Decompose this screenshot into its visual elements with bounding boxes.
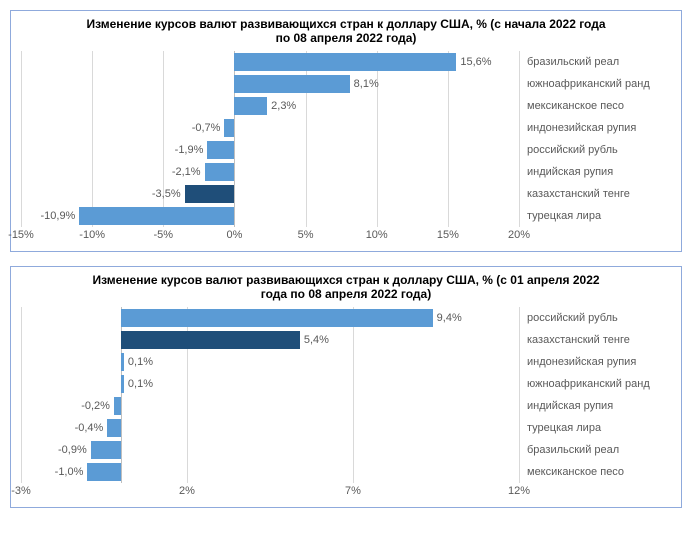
bar (185, 185, 235, 203)
x-tick-label: 10% (366, 229, 388, 241)
bar (121, 331, 300, 349)
bar (87, 463, 120, 481)
bar-value-label: -0,9% (58, 444, 87, 456)
x-axis: -15%-10%-5%0%5%10%15%20% (21, 227, 519, 245)
bar-row: -0,2% (21, 395, 519, 417)
bar-value-label: 9,4% (437, 312, 462, 324)
legend: бразильский реалюжноафриканский рандмекс… (527, 51, 650, 227)
legend-item: российский рубль (527, 307, 650, 329)
x-tick-label: 12% (508, 485, 530, 497)
bar-row: 9,4% (21, 307, 519, 329)
legend-item: российский рубль (527, 139, 650, 161)
plot-area: 15,6% 8,1% 2,3% -0,7% -1,9% -2,1% -3,5% -10,9% (21, 51, 519, 227)
grid-line (519, 307, 520, 483)
x-tick-label: 7% (345, 485, 361, 497)
bar (114, 397, 121, 415)
legend-item: казахстанский тенге (527, 329, 650, 351)
bar-row: 0,1% (21, 351, 519, 373)
bar (79, 207, 234, 225)
legend-item: бразильский реал (527, 439, 650, 461)
grid-line (519, 51, 520, 227)
charts-container: Изменение курсов валют развивающихся стр… (10, 10, 684, 508)
legend-item: индийская рупия (527, 161, 650, 183)
x-tick-label: 20% (508, 229, 530, 241)
bar-row: 15,6% (21, 51, 519, 73)
x-tick-label: -10% (79, 229, 105, 241)
bar (107, 419, 120, 437)
x-tick-label: 15% (437, 229, 459, 241)
x-tick-label: 5% (298, 229, 314, 241)
bar-value-label: 15,6% (460, 56, 491, 68)
plot-area: 9,4% 5,4% 0,1% 0,1% -0,2% -0,4% -0,9% -1,0% (21, 307, 519, 483)
legend-item: турецкая лира (527, 417, 650, 439)
bar-value-label: -0,2% (81, 400, 110, 412)
bar (91, 441, 121, 459)
bar-row: -0,7% (21, 117, 519, 139)
x-tick-label: -5% (154, 229, 174, 241)
legend-item: южноафриканский ранд (527, 373, 650, 395)
bar-value-label: -2,1% (172, 166, 201, 178)
bar-value-label: 8,1% (354, 78, 379, 90)
bar-value-label: -0,4% (75, 422, 104, 434)
chart-title: Изменение курсов валют развивающихся стр… (86, 273, 606, 301)
x-tick-label: -3% (11, 485, 31, 497)
legend-item: индонезийская рупия (527, 351, 650, 373)
x-axis: -3%2%7%12% (21, 483, 519, 501)
bar-row: -3,5% (21, 183, 519, 205)
bar-row: -1,9% (21, 139, 519, 161)
bar-value-label: 0,1% (128, 378, 153, 390)
bar (205, 163, 235, 181)
bar (234, 53, 456, 71)
chart-title: Изменение курсов валют развивающихся стр… (86, 17, 606, 45)
bar-row: -0,4% (21, 417, 519, 439)
bar (121, 375, 124, 393)
bar-row: 8,1% (21, 73, 519, 95)
legend-item: турецкая лира (527, 205, 650, 227)
bar (121, 309, 433, 327)
x-tick-label: 2% (179, 485, 195, 497)
bar-row: -10,9% (21, 205, 519, 227)
bar-value-label: 0,1% (128, 356, 153, 368)
legend-item: южноафриканский ранд (527, 73, 650, 95)
bar-value-label: -10,9% (40, 210, 75, 222)
bar-row: 2,3% (21, 95, 519, 117)
bar-row: 5,4% (21, 329, 519, 351)
legend-item: мексиканское песо (527, 461, 650, 483)
chart-body: 15,6% 8,1% 2,3% -0,7% -1,9% -2,1% -3,5% -10,9% б… (21, 51, 671, 227)
bar-value-label: -0,7% (192, 122, 221, 134)
bar-value-label: 5,4% (304, 334, 329, 346)
bar-value-label: -1,0% (55, 466, 84, 478)
legend-item: бразильский реал (527, 51, 650, 73)
bar-value-label: -3,5% (152, 188, 181, 200)
legend-item: индонезийская рупия (527, 117, 650, 139)
chart-panel: Изменение курсов валют развивающихся стр… (10, 266, 682, 508)
bar (234, 75, 349, 93)
bar-row: -1,0% (21, 461, 519, 483)
legend: российский рубльказахстанский тенгеиндон… (527, 307, 650, 483)
chart-panel: Изменение курсов валют развивающихся стр… (10, 10, 682, 252)
bar (224, 119, 234, 137)
legend-item: индийская рупия (527, 395, 650, 417)
chart-body: 9,4% 5,4% 0,1% 0,1% -0,2% -0,4% -0,9% -1,0% росс… (21, 307, 671, 483)
bar (234, 97, 267, 115)
legend-item: мексиканское песо (527, 95, 650, 117)
bar (121, 353, 124, 371)
bar-row: -2,1% (21, 161, 519, 183)
bar-value-label: -1,9% (175, 144, 204, 156)
x-tick-label: -15% (8, 229, 34, 241)
legend-item: казахстанский тенге (527, 183, 650, 205)
bar-value-label: 2,3% (271, 100, 296, 112)
bar-row: 0,1% (21, 373, 519, 395)
bar (207, 141, 234, 159)
x-tick-label: 0% (226, 229, 242, 241)
bar-row: -0,9% (21, 439, 519, 461)
